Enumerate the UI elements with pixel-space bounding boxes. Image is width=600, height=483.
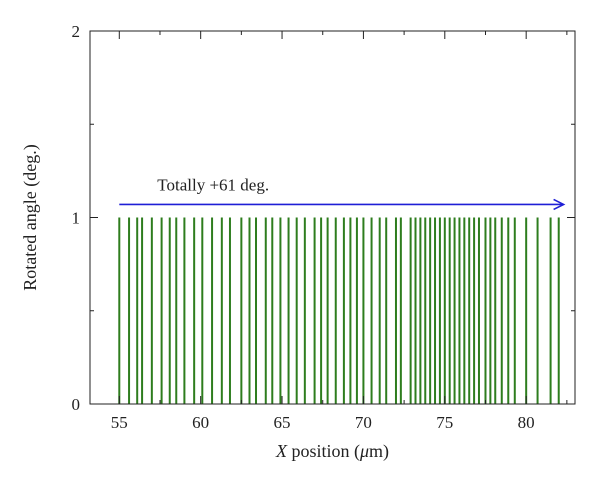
x-tick-label: 55 (111, 413, 128, 432)
x-ticks: 55 60 65 70 75 80 (111, 31, 568, 432)
annotation-arrow-head (553, 198, 566, 211)
x-axis-label-mu: μ (359, 441, 369, 461)
y-tick-label: 0 (72, 395, 81, 414)
x-axis-label-unit: m) (369, 441, 389, 462)
x-axis-label-text: position ( (287, 441, 360, 462)
x-tick-label: 65 (274, 413, 291, 432)
x-tick-label: 80 (518, 413, 535, 432)
x-tick-label: 75 (436, 413, 453, 432)
x-axis-label: X position (μm) (275, 441, 389, 462)
bar-group (118, 217, 560, 404)
y-ticks: 0 1 2 (72, 22, 575, 414)
annotation: Totally +61 deg. (119, 175, 566, 211)
y-axis-label: Rotated angle (deg.) (20, 144, 41, 290)
x-axis-label-var: X (275, 441, 288, 461)
y-tick-label: 2 (72, 22, 81, 41)
x-tick-label: 70 (355, 413, 372, 432)
x-tick-label: 60 (192, 413, 209, 432)
annotation-text: Totally +61 deg. (157, 175, 269, 194)
y-tick-label: 1 (72, 209, 81, 228)
